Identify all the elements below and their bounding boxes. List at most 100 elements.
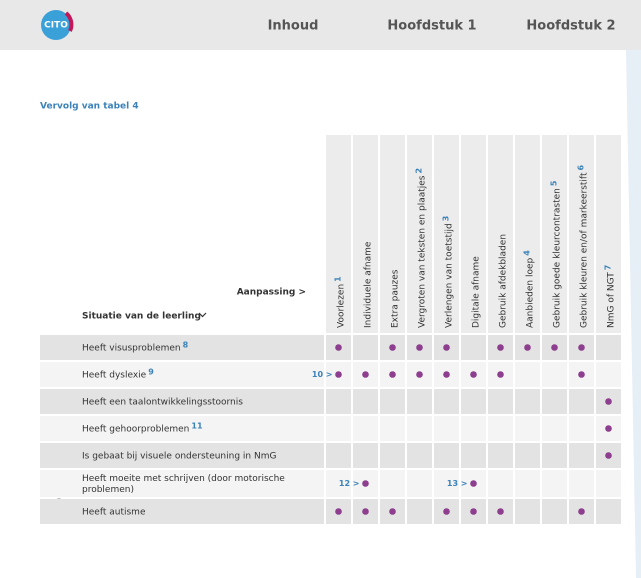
row-label-text: Heeft gehoorproblemen [82,424,189,434]
row-label-text: Heeft een taalontwikkelingsstoornis [82,397,243,407]
row-label-cell [40,335,324,360]
dot [335,508,342,515]
cell [515,499,540,524]
cell [461,389,486,414]
row-label-text: problemen) [82,485,134,495]
cell [569,389,594,414]
row-label-cell [40,389,324,414]
column-note: 1 [333,276,342,282]
column-label: Digitale afname [471,256,481,328]
logo[interactable] [41,10,71,40]
cell [434,416,459,441]
column-label-text: Voorlezen [336,284,346,328]
row-label-cell [40,362,324,387]
caption: Vervolg van tabel 4 [40,102,139,112]
dot [578,508,585,515]
nav-item[interactable]: Hoofdstuk 1 [387,19,476,34]
nav-item[interactable]: Inhoud [268,19,319,34]
dot [605,398,612,405]
dot [578,344,585,351]
row-label: Heeft gehoorproblemen 11 [82,421,203,434]
cell [488,389,513,414]
column-label: NmG of NGT7 [603,265,616,328]
cell [353,443,378,468]
dot [389,508,396,515]
column-header [515,135,540,333]
cell [326,389,351,414]
cell [407,416,432,441]
row-label-text: Is gebaat bij visuele ondersteuning in N… [82,451,276,461]
dot [389,344,396,351]
column-header [488,135,513,333]
dot [605,452,612,459]
column-label-text: Aanbieden loep [525,258,535,328]
logo-accent [64,11,74,32]
cell [488,416,513,441]
row-note: 8 [183,340,189,349]
column-header [434,135,459,333]
row-label-cell [40,443,324,468]
column-note: 6 [576,165,585,171]
column-note: 5 [549,180,558,186]
cell [515,389,540,414]
cell [461,335,486,360]
dot [443,371,450,378]
cell [569,443,594,468]
row-label-text: Heeft moeite met schrijven (door motoris… [82,474,285,484]
dot [497,508,504,515]
row-label: Heeft visusproblemen 8 [82,340,189,353]
dot [524,344,531,351]
cell [569,470,594,497]
cell [353,416,378,441]
cell [434,389,459,414]
cell-note: 12 > [339,479,360,488]
column-label-text: Gebruik afdekbladen [498,234,508,328]
column-label: Individuele afname [363,241,373,328]
nav-item[interactable]: Hoofdstuk 2 [526,19,615,34]
column-header [461,135,486,333]
cell [542,470,567,497]
side-decoration [626,50,641,578]
row-label-text: Heeft autisme [82,507,146,517]
cell [380,389,405,414]
dot [470,508,477,515]
cell [569,416,594,441]
column-note: 3 [441,216,450,222]
column-header [407,135,432,333]
cell [542,362,567,387]
cell-note: 10 > [312,370,333,379]
dot [416,344,423,351]
column-header [326,135,351,333]
dot [362,508,369,515]
cell [542,443,567,468]
row-label: Heeft moeite met schrijven (door motoris… [82,474,285,484]
column-label-text: Verlengen van toetstijd [444,223,454,328]
cell [542,499,567,524]
column-note: 2 [414,168,423,174]
row-label-text: Heeft visusproblemen [82,343,181,353]
cell [542,389,567,414]
dot [578,371,585,378]
cell [596,335,621,360]
column-label-text: Gebruik goede kleurcontrasten [552,188,562,328]
dot [389,371,396,378]
cell [515,470,540,497]
cell [407,443,432,468]
column-label: Vergroten van teksten en plaatjes2 [414,168,427,328]
row-label-text: Heeft dyslexie [82,370,147,380]
row-label-cell [40,416,324,441]
cell [407,470,432,497]
cell [542,416,567,441]
sort-chevron[interactable] [198,312,207,318]
row-label: problemen) [82,485,134,495]
row-note: 9 [148,367,154,376]
dot [551,344,558,351]
cell [380,443,405,468]
cell [326,470,351,497]
column-label-text: NmG of NGT [606,272,616,328]
dot [362,480,369,487]
dot [497,344,504,351]
row-label: Heeft autisme [82,507,146,517]
logo-text: CITO [44,21,68,31]
